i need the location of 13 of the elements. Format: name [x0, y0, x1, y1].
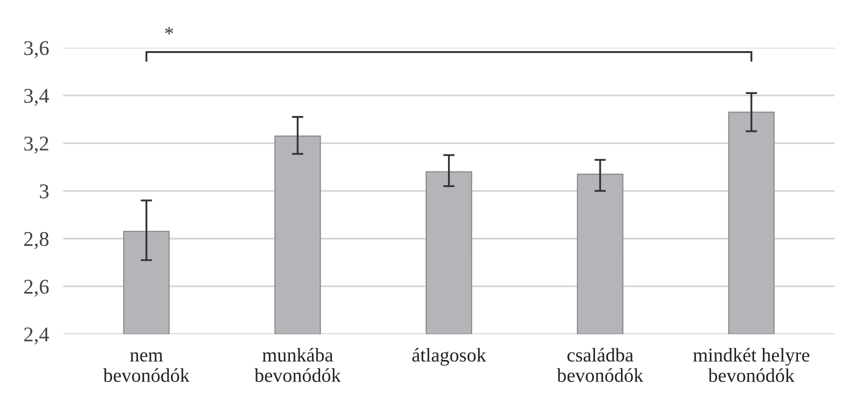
y-tick-label: 2,4 [24, 328, 50, 345]
x-tick-label: munkába bevonódók [254, 348, 341, 382]
text: * [165, 27, 174, 34]
x-tick-label: családba bevonódók [556, 348, 644, 382]
y-tick-label: 3,4 [24, 88, 50, 106]
y-tick-label: 2,6 [24, 280, 49, 297]
y-tick-label: 3,2 [24, 136, 48, 154]
x-tick-label: átlagosok [412, 348, 486, 366]
y-tick-label: 2,8 [24, 232, 49, 250]
x-tick-label: nem bevonódók [103, 352, 190, 382]
y-tick-label: 3 [40, 184, 49, 198]
x-tick-label: mindkét helyre bevonódók [693, 348, 810, 382]
y-tick-label: 3,6 [24, 41, 49, 58]
